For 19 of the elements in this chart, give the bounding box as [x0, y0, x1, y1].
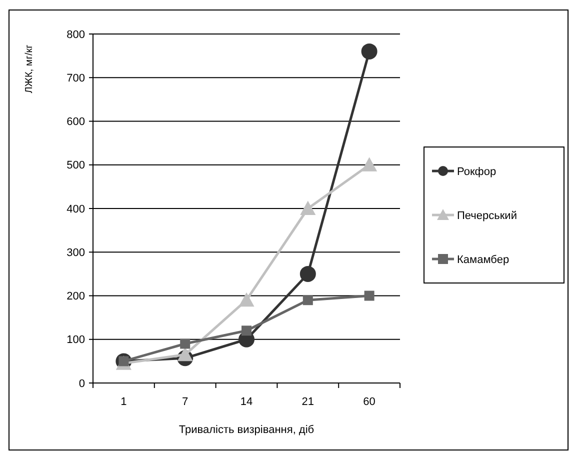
y-tick-label: 0: [78, 378, 85, 390]
x-tick-label: 60: [363, 396, 376, 408]
y-tick-label: 500: [66, 160, 85, 172]
legend-label: Печерський: [457, 210, 517, 222]
x-tick-label: 1: [120, 396, 127, 408]
y-axis-title: ЛЖК, мг/кг: [24, 44, 35, 94]
x-tick-label: 7: [182, 396, 188, 408]
y-tick-label: 400: [66, 203, 85, 216]
y-tick-label: 200: [66, 290, 85, 303]
x-tick-label: 21: [302, 396, 314, 408]
y-tick-label: 600: [66, 116, 85, 128]
x-tick-label: 14: [240, 396, 253, 408]
y-tick-label: 300: [66, 246, 85, 259]
legend-label: Рокфор: [457, 166, 496, 178]
y-tick-label: 100: [66, 334, 85, 346]
legend-label: Камамбер: [457, 254, 510, 266]
y-tick-label: 800: [66, 28, 85, 41]
y-tick-label: 700: [66, 72, 85, 84]
x-axis-title: Тривалість визрівання, діб: [178, 424, 314, 436]
